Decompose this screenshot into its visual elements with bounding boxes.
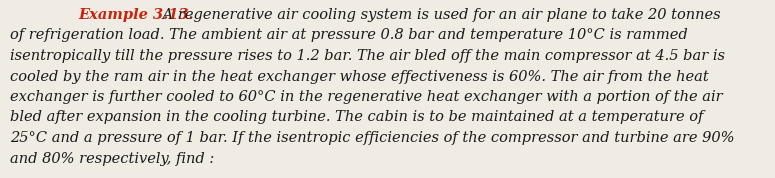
Text: cooled by the ram air in the heat exchanger whose effectiveness is 60%. The air : cooled by the ram air in the heat exchan… xyxy=(10,69,709,83)
Text: exchanger is further cooled to 60°C in the regenerative heat exchanger with a po: exchanger is further cooled to 60°C in t… xyxy=(10,90,722,104)
Text: isentropically till the pressure rises to 1.2 bar. The air bled off the main com: isentropically till the pressure rises t… xyxy=(10,49,725,63)
Text: bled after expansion in the cooling turbine. The cabin is to be maintained at a : bled after expansion in the cooling turb… xyxy=(10,111,704,124)
Text: of refrigeration load. The ambient air at pressure 0.8 bar and temperature 10°C : of refrigeration load. The ambient air a… xyxy=(10,28,687,43)
Text: A regenerative air cooling system is used for an air plane to take 20 tonnes: A regenerative air cooling system is use… xyxy=(158,8,721,22)
Text: and 80% respectively, find :: and 80% respectively, find : xyxy=(10,151,214,166)
Text: Example 3.13.: Example 3.13. xyxy=(78,8,194,22)
Text: 25°C and a pressure of 1 bar. If the isentropic efficiencies of the compressor a: 25°C and a pressure of 1 bar. If the ise… xyxy=(10,131,735,145)
